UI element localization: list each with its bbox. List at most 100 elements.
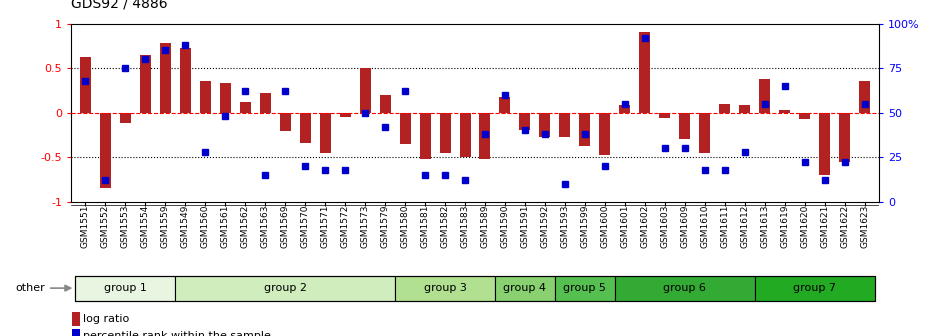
Text: GSM1611: GSM1611 — [720, 205, 730, 248]
Bar — [719, 104, 731, 113]
Text: GSM1554: GSM1554 — [141, 205, 150, 248]
Bar — [420, 113, 430, 159]
Text: GSM1562: GSM1562 — [240, 205, 250, 248]
Text: GSM1579: GSM1579 — [381, 205, 390, 248]
Bar — [755, 276, 875, 301]
Text: log ratio: log ratio — [83, 314, 129, 324]
Text: group 2: group 2 — [263, 283, 307, 293]
Text: group 4: group 4 — [504, 283, 546, 293]
Text: group 3: group 3 — [424, 283, 466, 293]
Bar — [80, 57, 91, 113]
Text: GSM1563: GSM1563 — [260, 205, 270, 248]
Bar — [75, 276, 175, 301]
Bar — [180, 48, 191, 113]
Bar — [100, 113, 111, 188]
Bar — [400, 113, 410, 144]
Bar — [619, 106, 631, 113]
Text: GSM1573: GSM1573 — [361, 205, 370, 248]
Text: percentile rank within the sample: percentile rank within the sample — [83, 331, 271, 336]
Text: group 6: group 6 — [663, 283, 706, 293]
Text: GSM1602: GSM1602 — [640, 205, 650, 248]
Text: GSM1590: GSM1590 — [501, 205, 509, 248]
Bar — [120, 113, 131, 123]
Bar — [779, 110, 790, 113]
Text: GSM1600: GSM1600 — [600, 205, 609, 248]
Bar — [759, 79, 770, 113]
Text: GSM1582: GSM1582 — [441, 205, 449, 248]
Bar — [480, 113, 490, 159]
Text: GSM1583: GSM1583 — [461, 205, 469, 248]
Text: GSM1581: GSM1581 — [421, 205, 429, 248]
Bar — [799, 113, 810, 119]
Bar — [615, 276, 755, 301]
Text: GSM1609: GSM1609 — [680, 205, 690, 248]
Bar — [699, 113, 711, 153]
Text: GSM1549: GSM1549 — [180, 205, 190, 248]
Text: GSM1599: GSM1599 — [580, 205, 589, 248]
Bar — [299, 113, 311, 143]
Text: GSM1560: GSM1560 — [200, 205, 210, 248]
Text: GSM1552: GSM1552 — [101, 205, 110, 248]
Text: GSM1591: GSM1591 — [521, 205, 529, 248]
Bar — [219, 83, 231, 113]
Bar — [639, 33, 651, 113]
Text: GSM1551: GSM1551 — [81, 205, 89, 248]
Text: GSM1559: GSM1559 — [161, 205, 170, 248]
Text: GSM1623: GSM1623 — [861, 205, 869, 248]
Bar — [679, 113, 691, 139]
Bar — [659, 113, 671, 118]
Bar — [500, 96, 510, 113]
Bar — [495, 276, 555, 301]
Bar — [279, 113, 291, 131]
Bar — [555, 276, 615, 301]
Text: GSM1619: GSM1619 — [780, 205, 789, 248]
Text: GSM1592: GSM1592 — [541, 205, 549, 248]
Text: group 5: group 5 — [563, 283, 606, 293]
Bar — [599, 113, 611, 155]
Bar — [580, 113, 591, 146]
Text: GSM1580: GSM1580 — [401, 205, 409, 248]
Bar — [540, 113, 550, 137]
Bar — [72, 329, 80, 336]
Bar — [560, 113, 570, 137]
Text: GSM1593: GSM1593 — [560, 205, 569, 248]
Text: GSM1570: GSM1570 — [300, 205, 310, 248]
Bar — [520, 113, 530, 130]
Text: GSM1561: GSM1561 — [220, 205, 230, 248]
Bar — [72, 312, 80, 326]
Text: GSM1622: GSM1622 — [840, 205, 849, 248]
Bar — [839, 113, 850, 162]
Bar — [460, 113, 470, 157]
Text: GDS92 / 4886: GDS92 / 4886 — [71, 0, 168, 10]
Text: GSM1569: GSM1569 — [280, 205, 290, 248]
Bar — [160, 43, 171, 113]
Text: GSM1610: GSM1610 — [700, 205, 710, 248]
Bar — [739, 106, 750, 113]
Text: group 7: group 7 — [793, 283, 836, 293]
Text: GSM1621: GSM1621 — [820, 205, 829, 248]
Text: GSM1571: GSM1571 — [320, 205, 330, 248]
Bar — [239, 102, 251, 113]
Text: GSM1601: GSM1601 — [620, 205, 630, 248]
Bar — [395, 276, 495, 301]
Bar — [175, 276, 395, 301]
Bar — [319, 113, 331, 153]
Text: GSM1612: GSM1612 — [740, 205, 750, 248]
Text: GSM1603: GSM1603 — [660, 205, 670, 248]
Text: group 1: group 1 — [104, 283, 146, 293]
Bar — [359, 68, 371, 113]
Text: other: other — [15, 283, 70, 293]
Text: GSM1572: GSM1572 — [341, 205, 350, 248]
Bar — [819, 113, 830, 175]
Bar — [440, 113, 450, 153]
Text: GSM1613: GSM1613 — [760, 205, 770, 248]
Text: GSM1589: GSM1589 — [481, 205, 489, 248]
Bar — [200, 81, 211, 113]
Bar — [380, 95, 390, 113]
Text: GSM1620: GSM1620 — [800, 205, 809, 248]
Bar — [140, 55, 151, 113]
Bar — [259, 93, 271, 113]
Bar — [859, 81, 870, 113]
Text: GSM1553: GSM1553 — [121, 205, 130, 248]
Bar — [339, 113, 351, 117]
